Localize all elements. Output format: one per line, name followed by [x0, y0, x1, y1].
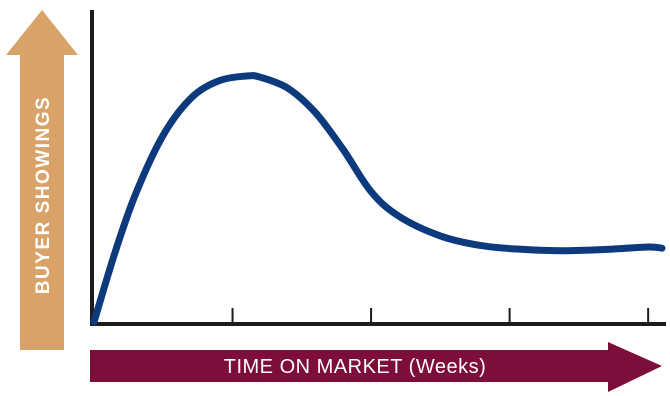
y-axis-arrow [6, 10, 78, 350]
y-axis-label: BUYER SHOWINGS [33, 96, 54, 294]
x-axis-label: TIME ON MARKET (Weeks) [224, 356, 487, 378]
x-axis-arrow [90, 342, 662, 392]
series-line [90, 72, 666, 326]
x-axis-ticks [231, 308, 650, 324]
